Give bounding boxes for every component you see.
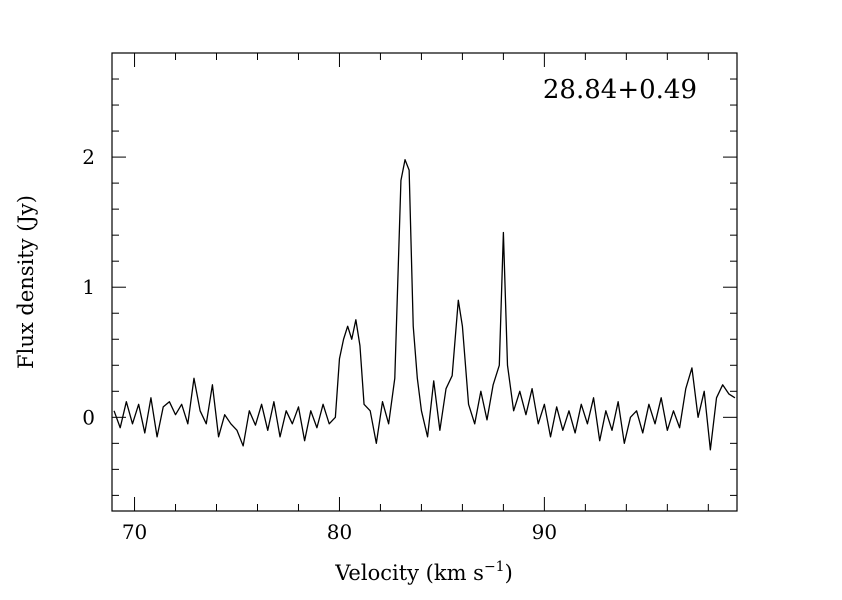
x-tick-label: 90 (532, 520, 557, 544)
chart-title: 28.84+0.49 (543, 75, 697, 105)
series-layer (113, 159, 736, 451)
x-axis-label-close: ) (505, 561, 513, 585)
y-axis-label: Flux density (Jy) (14, 195, 38, 369)
x-axis-label-main: Velocity (km s (334, 561, 484, 585)
x-axis-label-exponent: −1 (484, 559, 505, 575)
plot-frame (111, 52, 738, 512)
x-tick-label: 70 (122, 520, 147, 544)
y-tick-label: 0 (82, 405, 95, 429)
axis-tick-labels: 70 80 90 0 1 2 (82, 145, 557, 544)
axis-ticks (112, 52, 737, 511)
y-tick-label: 2 (82, 145, 95, 169)
x-axis-label: Velocity (km s−1) (334, 559, 513, 585)
spectrum-series-line (113, 159, 736, 451)
x-tick-label: 80 (327, 520, 352, 544)
y-tick-label: 1 (82, 275, 95, 299)
